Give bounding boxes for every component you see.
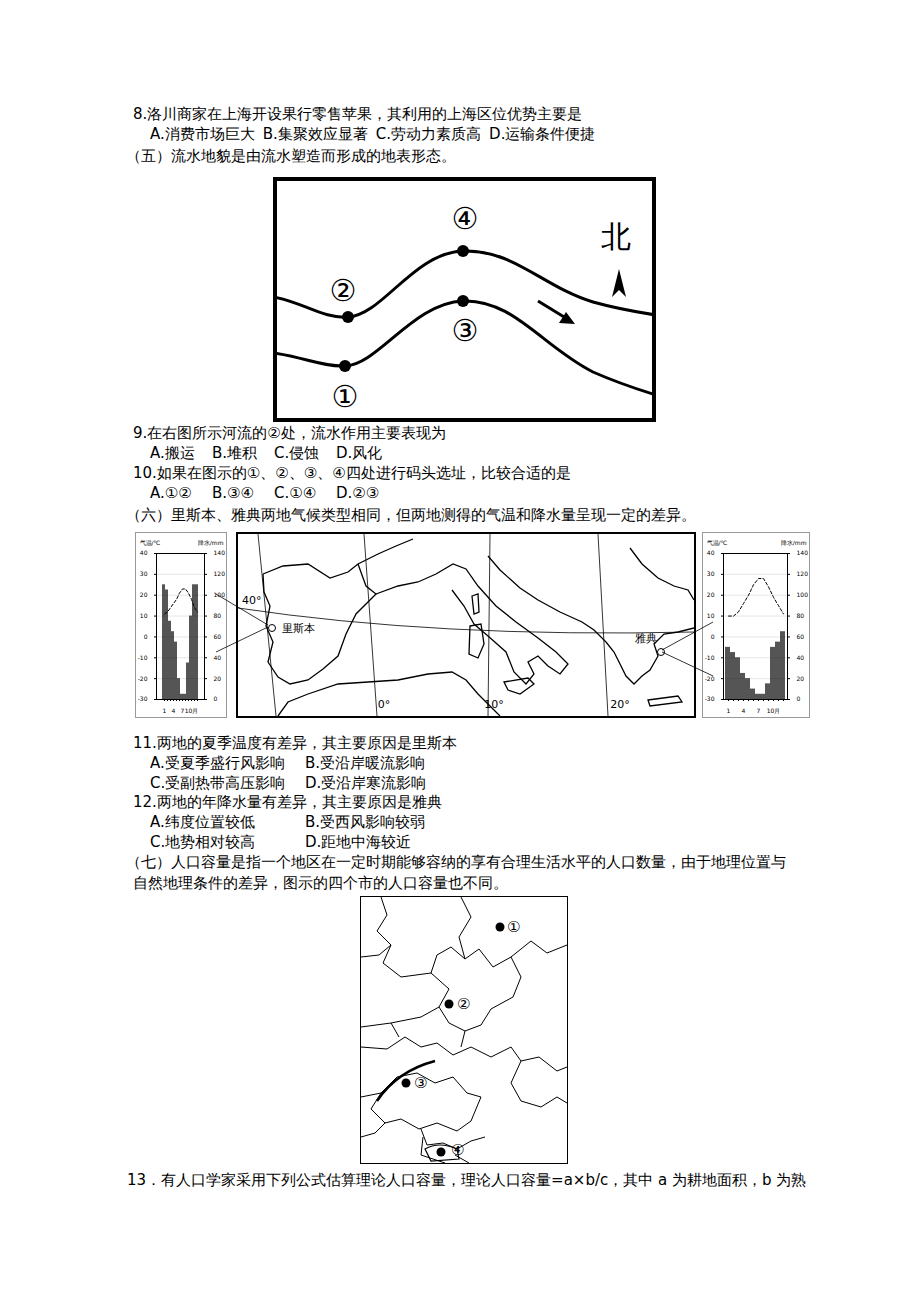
html-text:10.如果在图示的①、②、③、④四处进行码头选址，比较合适的: 10.如果在图示的①、②、③、④四处进行码头选址，比较合适的是 (133, 464, 571, 482)
svg-text:①: ① (507, 918, 520, 936)
svg-text:10: 10 (140, 612, 148, 619)
svg-text:-30: -30 (138, 695, 148, 702)
svg-text:1: 1 (727, 707, 731, 714)
svg-text:4: 4 (742, 707, 746, 714)
html-text:11.两地的夏季温度有差异，其主要原因是里斯本: 11.两地的夏季温度有差异，其主要原因是里斯本 (133, 734, 457, 752)
svg-text:40: 40 (707, 549, 715, 556)
svg-text:30: 30 (140, 570, 148, 577)
html-text:A.消费市场巨大: A.消费市场巨大 (150, 125, 255, 143)
svg-text:0°: 0° (378, 698, 391, 711)
html-text:B.受沿岸暖流影响: B.受沿岸暖流影响 (305, 754, 426, 772)
html-text:9.在右图所示河流的②处，流水作用主要表现为: 9.在右图所示河流的②处，流水作用主要表现为 (133, 424, 446, 442)
svg-text:30: 30 (707, 570, 715, 577)
svg-text:0: 0 (797, 695, 801, 702)
svg-text:4: 4 (172, 707, 176, 714)
svg-text:20: 20 (140, 591, 148, 598)
svg-text:雅典: 雅典 (635, 632, 657, 645)
svg-text:80: 80 (214, 612, 222, 619)
html-text:A.纬度位置较低: A.纬度位置较低 (150, 813, 255, 831)
html-text:D.距地中海较近: D.距地中海较近 (305, 833, 412, 851)
svg-text:120: 120 (797, 570, 809, 577)
html-text:13．有人口学家采用下列公式估算理论人口容量，理论人口容量=: 13．有人口学家采用下列公式估算理论人口容量，理论人口容量=a×b/c，其中 a… (127, 1171, 807, 1189)
svg-text:40°: 40° (242, 594, 262, 607)
svg-text:140: 140 (214, 549, 226, 556)
svg-text:②: ② (457, 995, 470, 1013)
svg-text:降水/mm: 降水/mm (198, 539, 224, 546)
html-text:C.地势相对较高: C.地势相对较高 (150, 833, 256, 851)
svg-text:1: 1 (163, 707, 167, 714)
svg-text:100: 100 (214, 591, 226, 598)
html-text:A.①②: A.①② (150, 484, 192, 502)
svg-text:100: 100 (797, 591, 809, 598)
svg-text:80: 80 (797, 612, 805, 619)
svg-text:20: 20 (707, 591, 715, 598)
svg-text:40: 40 (797, 654, 805, 661)
svg-text:④: ④ (452, 201, 479, 236)
svg-text:北: 北 (601, 219, 631, 254)
svg-text:40: 40 (214, 654, 222, 661)
svg-text:-30: -30 (705, 695, 715, 702)
html-text:D.受沿岸寒流影响: D.受沿岸寒流影响 (305, 774, 427, 792)
svg-text:气温/℃: 气温/℃ (140, 539, 161, 546)
svg-text:里斯本: 里斯本 (282, 622, 315, 635)
svg-text:20: 20 (797, 675, 805, 682)
svg-text:60: 60 (214, 633, 222, 640)
svg-text:10: 10 (707, 612, 715, 619)
html-text:（五）流水地貌是由流水塑造而形成的地表形态。: （五）流水地貌是由流水塑造而形成的地表形态。 (126, 147, 456, 165)
html-text:（七）人口容量是指一个地区在一定时期能够容纳的享有合理生活水: （七）人口容量是指一个地区在一定时期能够容纳的享有合理生活水平的人口数量，由于地… (126, 853, 786, 871)
svg-text:-20: -20 (138, 675, 148, 682)
html-text:B.③④: B.③④ (212, 484, 254, 502)
svg-text:-10: -10 (138, 654, 148, 661)
html-text:自然地理条件的差异，图示的四个市的人口容量也不同。: 自然地理条件的差异，图示的四个市的人口容量也不同。 (133, 874, 508, 892)
svg-text:0: 0 (214, 695, 218, 702)
svg-text:10月: 10月 (767, 707, 781, 714)
svg-text:气温/℃: 气温/℃ (707, 539, 728, 546)
svg-text:20°: 20° (610, 698, 630, 711)
html-text:D.运输条件便捷: D.运输条件便捷 (489, 125, 596, 143)
svg-text:20: 20 (214, 675, 222, 682)
svg-text:10°: 10° (484, 698, 504, 711)
html-text:D.风化: D.风化 (336, 444, 383, 462)
svg-text:120: 120 (214, 570, 226, 577)
html-text:C.受副热带高压影响: C.受副热带高压影响 (150, 774, 286, 792)
html-text:A.搬运: A.搬运 (150, 444, 195, 462)
svg-text:-10: -10 (705, 654, 715, 661)
svg-text:-20: -20 (705, 675, 715, 682)
svg-text:④: ④ (451, 1141, 464, 1159)
html-text:8.洛川商家在上海开设果行零售苹果，其利用的上海区位优势主要: 8.洛川商家在上海开设果行零售苹果，其利用的上海区位优势主要是 (133, 105, 583, 123)
html-text:（六）里斯本、雅典两地气候类型相同，但两地测得的气温和降水量: （六）里斯本、雅典两地气候类型相同，但两地测得的气温和降水量呈现一定的差异。 (126, 506, 696, 524)
html-text:C.劳动力素质高: C.劳动力素质高 (375, 125, 482, 143)
svg-text:10月: 10月 (185, 707, 199, 714)
svg-text:0: 0 (711, 633, 715, 640)
svg-text:40: 40 (140, 549, 148, 556)
svg-text:7: 7 (757, 707, 761, 714)
html-text:C.侵蚀: C.侵蚀 (274, 444, 320, 462)
html-text:D.②③: D.②③ (336, 484, 380, 502)
svg-text:降水/mm: 降水/mm (781, 539, 807, 546)
html-text:12.两地的年降水量有差异，其主要原因是雅典: 12.两地的年降水量有差异，其主要原因是雅典 (133, 793, 442, 811)
html-text:B.集聚效应显著: B.集聚效应显著 (262, 125, 368, 143)
svg-text:0: 0 (144, 633, 148, 640)
svg-text:③: ③ (414, 1074, 427, 1092)
svg-text:③: ③ (452, 313, 479, 348)
svg-text:①: ① (332, 379, 359, 414)
html-text:C.①④: C.①④ (274, 484, 317, 502)
svg-text:7: 7 (180, 706, 185, 714)
svg-text:②: ② (330, 273, 357, 308)
svg-text:60: 60 (797, 633, 805, 640)
svg-text:140: 140 (797, 549, 809, 556)
html-text:A.受夏季盛行风影响: A.受夏季盛行风影响 (150, 754, 285, 772)
html-text:B.堆积: B.堆积 (212, 444, 258, 462)
html-text:B.受西风影响较弱: B.受西风影响较弱 (305, 813, 426, 831)
